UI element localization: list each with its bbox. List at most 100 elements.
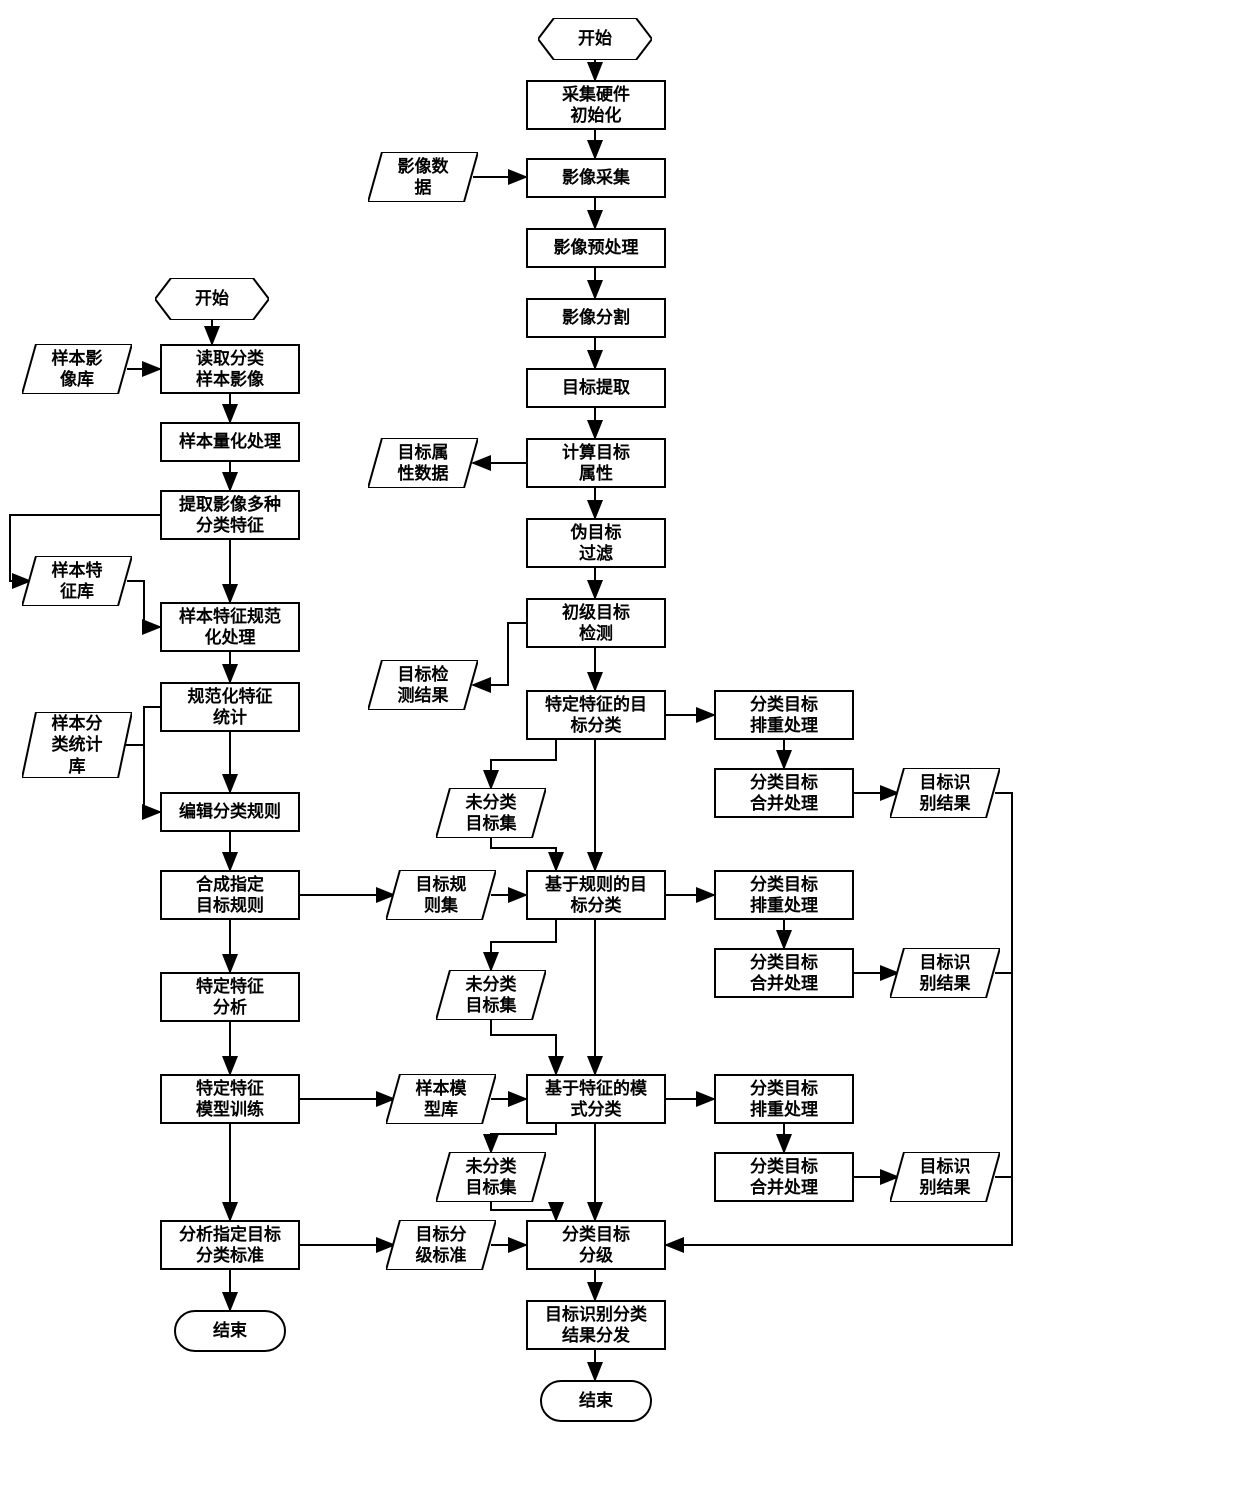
node-label: 影像采集	[562, 167, 630, 188]
node-left_start: 开始	[155, 278, 269, 320]
edge-50	[491, 1202, 556, 1220]
node-r_p8: 初级目标检测	[526, 598, 666, 648]
node-left_p4: 样本特征规范化处理	[160, 602, 300, 652]
node-r_p11: 基于特征的模式分类	[526, 1074, 666, 1124]
node-label: 目标提取	[562, 377, 630, 398]
node-r_p5: 目标提取	[526, 368, 666, 408]
node-r_p9: 特定特征的目标分类	[526, 690, 666, 740]
node-label: 目标分级标准	[410, 1224, 473, 1267]
node-r_d1: 影像数据	[368, 152, 478, 202]
node-r_du1: 未分类目标集	[436, 788, 546, 838]
node-r_d3: 目标检测结果	[368, 660, 478, 710]
node-label: 分析指定目标分类标准	[179, 1224, 281, 1267]
node-r_start: 开始	[538, 18, 652, 60]
node-label: 影像预处理	[554, 237, 639, 258]
node-label: 未分类目标集	[460, 974, 523, 1017]
node-r_dr1: 目标规则集	[386, 870, 496, 920]
edge-43	[491, 1020, 556, 1074]
node-label: 分类目标合并处理	[750, 952, 818, 995]
node-label: 分类目标合并处理	[750, 772, 818, 815]
node-r_b2a: 分类目标排重处理	[714, 870, 854, 920]
node-label: 目标识别结果	[914, 952, 977, 995]
node-r_b3a: 分类目标排重处理	[714, 1074, 854, 1124]
node-label: 基于规则的目标分类	[545, 874, 647, 917]
node-r_p7: 伪目标过滤	[526, 518, 666, 568]
node-label: 计算目标属性	[562, 442, 630, 485]
node-label: 特定特征分析	[196, 976, 264, 1019]
node-label: 伪目标过滤	[571, 522, 622, 565]
node-r_p10: 基于规则的目标分类	[526, 870, 666, 920]
node-label: 特定特征模型训练	[196, 1078, 264, 1121]
node-left_end: 结束	[174, 1310, 286, 1352]
node-label: 结束	[213, 1320, 247, 1341]
node-r_d2: 目标属性数据	[368, 438, 478, 488]
node-r_b2b: 分类目标合并处理	[714, 948, 854, 998]
edge-49	[491, 1124, 556, 1152]
node-label: 目标检测结果	[392, 664, 455, 707]
node-label: 分类目标排重处理	[750, 874, 818, 917]
node-label: 样本特征库	[46, 560, 109, 603]
node-r_p13: 目标识别分类结果分发	[526, 1300, 666, 1350]
node-label: 特定特征的目标分类	[545, 694, 647, 737]
edge-29	[473, 623, 526, 685]
node-label: 目标规则集	[410, 874, 473, 917]
node-label: 影像数据	[392, 156, 455, 199]
node-left_p6: 编辑分类规则	[160, 792, 300, 832]
node-r_p12: 分类目标分级	[526, 1220, 666, 1270]
node-left_p10: 分析指定目标分类标准	[160, 1220, 300, 1270]
node-left_p2: 样本量化处理	[160, 422, 300, 462]
node-r_b1b: 分类目标合并处理	[714, 768, 854, 818]
node-r_dr2: 样本模型库	[386, 1074, 496, 1124]
node-label: 规范化特征统计	[188, 686, 273, 729]
node-r_db2: 目标识别结果	[890, 948, 1000, 998]
node-label: 目标识别结果	[914, 1156, 977, 1199]
node-left_p5: 规范化特征统计	[160, 682, 300, 732]
node-label: 目标属性数据	[392, 442, 455, 485]
node-label: 分类目标排重处理	[750, 694, 818, 737]
node-r_p1: 采集硬件初始化	[526, 80, 666, 130]
node-label: 分类目标分级	[562, 1224, 630, 1267]
node-r_db1: 目标识别结果	[890, 768, 1000, 818]
node-r_b3b: 分类目标合并处理	[714, 1152, 854, 1202]
edge-42	[491, 920, 556, 970]
node-r_p3: 影像预处理	[526, 228, 666, 268]
node-label: 分类目标合并处理	[750, 1156, 818, 1199]
node-r_db3: 目标识别结果	[890, 1152, 1000, 1202]
edge-35	[491, 740, 556, 788]
node-label: 目标识别分类结果分发	[545, 1304, 647, 1347]
node-label: 样本分类统计库	[46, 713, 109, 777]
node-label: 样本影像库	[46, 348, 109, 391]
node-label: 目标识别结果	[914, 772, 977, 815]
node-label: 未分类目标集	[460, 1156, 523, 1199]
node-r_p4: 影像分割	[526, 298, 666, 338]
node-left_p9: 特定特征模型训练	[160, 1074, 300, 1124]
node-label: 开始	[578, 28, 612, 49]
node-r_end: 结束	[540, 1380, 652, 1422]
node-r_p6: 计算目标属性	[526, 438, 666, 488]
node-r_p2: 影像采集	[526, 158, 666, 198]
node-r_b1a: 分类目标排重处理	[714, 690, 854, 740]
node-label: 初级目标检测	[562, 602, 630, 645]
flow-edges	[0, 0, 1240, 1502]
node-label: 读取分类样本影像	[196, 348, 264, 391]
node-r_du3: 未分类目标集	[436, 1152, 546, 1202]
node-label: 提取影像多种分类特征	[179, 494, 281, 537]
node-left_p7: 合成指定目标规则	[160, 870, 300, 920]
node-label: 基于特征的模式分类	[545, 1078, 647, 1121]
node-left_p1: 读取分类样本影像	[160, 344, 300, 394]
node-label: 样本特征规范化处理	[179, 606, 281, 649]
node-label: 开始	[195, 288, 229, 309]
node-label: 样本模型库	[410, 1078, 473, 1121]
node-r_du2: 未分类目标集	[436, 970, 546, 1020]
node-label: 样本量化处理	[179, 431, 281, 452]
node-left_d3: 样本分类统计库	[22, 712, 132, 778]
node-r_dr3: 目标分级标准	[386, 1220, 496, 1270]
node-label: 影像分割	[562, 307, 630, 328]
node-left_d2: 样本特征库	[22, 556, 132, 606]
node-left_p3: 提取影像多种分类特征	[160, 490, 300, 540]
node-left_p8: 特定特征分析	[160, 972, 300, 1022]
node-label: 合成指定目标规则	[196, 874, 264, 917]
node-label: 未分类目标集	[460, 792, 523, 835]
node-left_d1: 样本影像库	[22, 344, 132, 394]
edge-36	[491, 838, 556, 870]
